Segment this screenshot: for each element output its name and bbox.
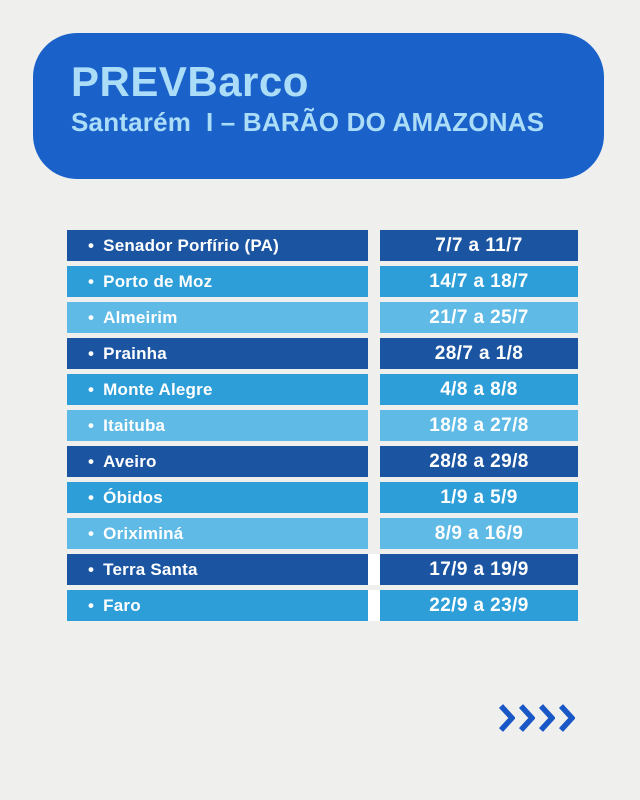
location-label: Óbidos [103,487,163,507]
dates-label: 1/9 a 5/9 [440,486,518,508]
bullet-icon: • [88,524,95,543]
dates-cell: 18/8 a 27/8 [380,410,578,441]
bullet-icon: • [88,560,95,579]
page-subtitle: Santarém I – BARÃO DO AMAZONAS [71,107,545,138]
location-label: Monte Alegre [103,379,213,399]
schedule-row: • Oriximiná 8/9 a 16/9 [67,518,578,549]
bullet-icon: • [88,596,95,615]
chevron-right-icon [518,704,535,732]
location-label: Prainha [103,343,167,363]
location-cell: • Óbidos [67,482,368,513]
column-gap [368,482,380,513]
page-title: PREVBarco [71,58,309,105]
schedule-row: • Senador Porfírio (PA) 7/7 a 11/7 [67,230,578,261]
location-label: Oriximiná [103,523,184,543]
location-cell: • Almeirim [67,302,368,333]
schedule-row: • Itaituba 18/8 a 27/8 [67,410,578,441]
chevron-right-icon [558,704,575,732]
column-gap [368,338,380,369]
location-cell: • Itaituba [67,410,368,441]
dates-label: 18/8 a 27/8 [429,414,529,436]
location-cell: • Porto de Moz [67,266,368,297]
location-label: Senador Porfírio (PA) [103,235,279,255]
next-page-arrows[interactable] [498,703,575,733]
schedule-row: • Faro 22/9 a 23/9 [67,590,578,621]
column-gap [368,446,380,477]
dates-label: 7/7 a 11/7 [435,234,523,256]
dates-cell: 28/8 a 29/8 [380,446,578,477]
location-label: Itaituba [103,415,166,435]
column-gap [368,374,380,405]
dates-label: 8/9 a 16/9 [434,522,524,544]
bullet-icon: • [88,236,95,255]
dates-cell: 7/7 a 11/7 [380,230,578,261]
location-label: Aveiro [103,451,157,471]
dates-cell: 8/9 a 16/9 [380,518,578,549]
dates-cell: 1/9 a 5/9 [380,482,578,513]
location-cell: • Senador Porfírio (PA) [67,230,368,261]
location-cell: • Monte Alegre [67,374,368,405]
location-label: Faro [103,595,141,615]
column-gap [368,266,380,297]
schedule-row: • Porto de Moz 14/7 a 18/7 [67,266,578,297]
dates-cell: 14/7 a 18/7 [380,266,578,297]
location-cell: • Faro [67,590,368,621]
dates-cell: 17/9 a 19/9 [380,554,578,585]
chevron-right-icon [538,704,555,732]
column-gap [368,410,380,441]
dates-label: 21/7 a 25/7 [429,306,529,328]
schedule-row: • Aveiro 28/8 a 29/8 [67,446,578,477]
schedule-row: • Monte Alegre 4/8 a 8/8 [67,374,578,405]
location-cell: • Prainha [67,338,368,369]
dates-label: 4/8 a 8/8 [440,378,518,400]
schedule-row: • Terra Santa 17/9 a 19/9 [67,554,578,585]
bullet-icon: • [88,344,95,363]
location-cell: • Terra Santa [67,554,368,585]
dates-label: 22/9 a 23/9 [429,594,529,616]
location-label: Terra Santa [103,559,198,579]
bullet-icon: • [88,488,95,507]
column-gap [368,518,380,549]
schedule-row: • Óbidos 1/9 a 5/9 [67,482,578,513]
schedule-row: • Prainha 28/7 a 1/8 [67,338,578,369]
dates-cell: 28/7 a 1/8 [380,338,578,369]
schedule-row: • Almeirim 21/7 a 25/7 [67,302,578,333]
dates-label: 17/9 a 19/9 [429,558,529,580]
dates-cell: 22/9 a 23/9 [380,590,578,621]
dates-label: 28/8 a 29/8 [429,450,529,472]
bullet-icon: • [88,308,95,327]
location-cell: • Aveiro [67,446,368,477]
location-label: Porto de Moz [103,271,213,291]
column-gap [368,302,380,333]
header-card: PREVBarco Santarém I – BARÃO DO AMAZONAS [33,33,604,179]
dates-label: 14/7 a 18/7 [429,270,529,292]
bullet-icon: • [88,452,95,471]
chevron-right-icon [498,704,515,732]
bullet-icon: • [88,380,95,399]
column-gap [368,554,380,585]
bullet-icon: • [88,272,95,291]
column-gap [368,230,380,261]
dates-cell: 4/8 a 8/8 [380,374,578,405]
schedule-table: • Senador Porfírio (PA) 7/7 a 11/7 • Por… [67,230,578,626]
column-gap [368,590,380,621]
dates-cell: 21/7 a 25/7 [380,302,578,333]
dates-label: 28/7 a 1/8 [434,342,524,364]
location-cell: • Oriximiná [67,518,368,549]
location-label: Almeirim [103,307,178,327]
bullet-icon: • [88,416,95,435]
